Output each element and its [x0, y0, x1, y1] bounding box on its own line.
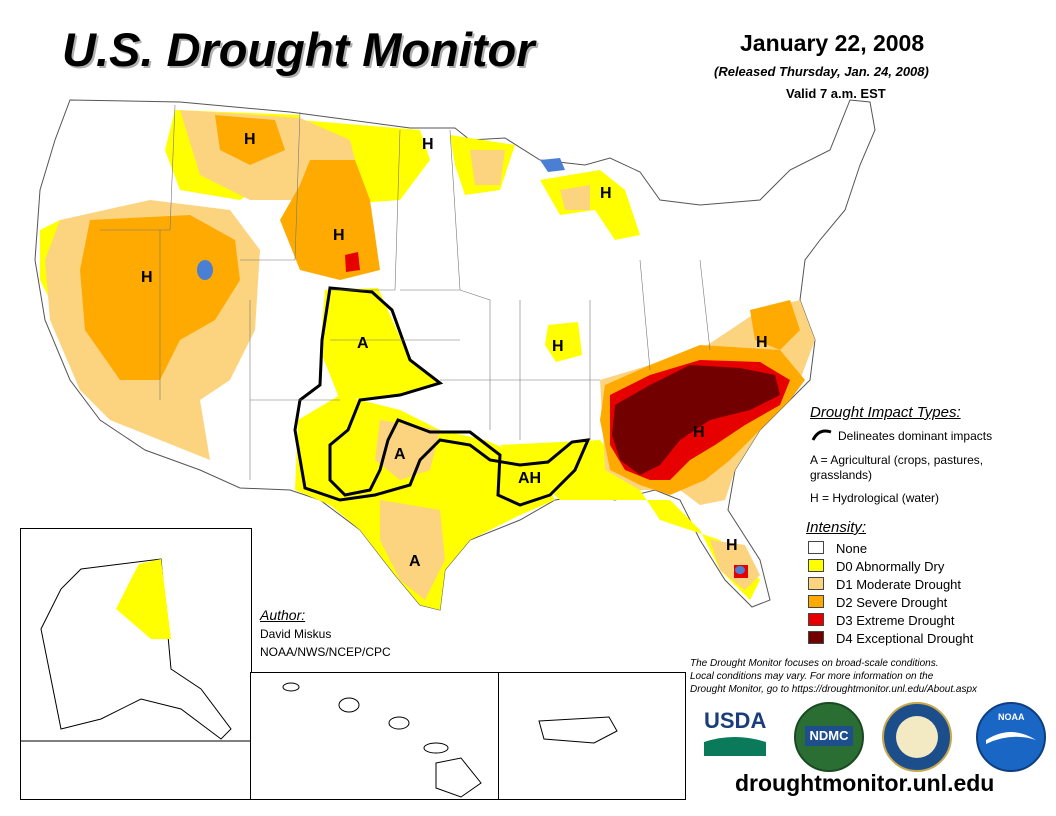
intensity-legend-title: Intensity:	[806, 519, 867, 536]
map-title: U.S. Drought Monitor	[62, 23, 535, 76]
impact-legend-title: Drought Impact Types:	[810, 404, 961, 421]
map-label-carolinas: H	[693, 424, 705, 441]
map-date: January 22, 2008	[740, 30, 925, 56]
impact-agricultural-1: A = Agricultural (crops, pastures,	[810, 453, 984, 467]
impact-agricultural-2: grasslands)	[810, 468, 873, 482]
map-label-florida: H	[726, 537, 738, 554]
author-label: Author:	[260, 607, 306, 623]
hawaii-inset	[250, 672, 500, 800]
map-label-south-texas: A	[409, 553, 421, 570]
usda-swoosh-icon	[704, 737, 766, 756]
map-label-arkansas: AH	[518, 470, 542, 487]
legend-d3: D3 Extreme Drought	[808, 613, 955, 629]
map-label-virginia: H	[756, 334, 768, 351]
map-label-illinois: H	[552, 338, 564, 355]
delineation-line-icon	[811, 429, 832, 441]
map-label-texas-panhandle: A	[394, 446, 406, 463]
puerto-rico-map	[538, 716, 618, 744]
legend-d1: D1 Moderate Drought	[808, 577, 961, 593]
puerto-rico-inset	[498, 672, 686, 800]
swatch-d1	[808, 577, 824, 590]
swatch-d2	[808, 595, 824, 608]
d4-areas	[612, 365, 780, 475]
disclaimer: The Drought Monitor focuses on broad-sca…	[690, 658, 978, 695]
map-label-michigan: H	[600, 185, 612, 202]
hawaii-map	[282, 682, 482, 798]
legend-none: None	[808, 541, 867, 557]
website-url[interactable]: droughtmonitor.unl.edu	[735, 770, 995, 796]
map-label-kansas: A	[357, 335, 369, 352]
doc-seal-icon	[882, 702, 952, 772]
impact-delineates: Delineates dominant impacts	[838, 429, 993, 443]
usda-logo: USDA	[704, 708, 766, 760]
valid-time: Valid 7 a.m. EST	[786, 86, 886, 101]
author-name: David Miskus	[260, 627, 332, 641]
release-date: (Released Thursday, Jan. 24, 2008)	[714, 64, 929, 79]
legend-d4: D4 Exceptional Drought	[808, 631, 973, 647]
swatch-d3	[808, 613, 824, 626]
swatch-none	[808, 541, 824, 554]
state-lines	[100, 104, 711, 480]
alaska-inset	[20, 528, 252, 800]
ndmc-logo: NDMC	[794, 702, 864, 772]
alaska-map	[21, 558, 251, 742]
swatch-d4	[808, 631, 824, 644]
noaa-logo: NOAA	[976, 702, 1046, 772]
noaa-bird-icon	[986, 732, 1036, 744]
map-label-nevada: H	[141, 269, 153, 286]
impact-hydrological: H = Hydrological (water)	[810, 491, 940, 505]
map-label-north-dakota: H	[422, 136, 434, 153]
map-label-wyoming: H	[333, 227, 345, 244]
swatch-d0	[808, 559, 824, 572]
author-org: NOAA/NWS/NCEP/CPC	[260, 645, 391, 659]
impact-outlines	[293, 286, 591, 507]
lakes	[197, 158, 745, 574]
map-label-montana: H	[244, 131, 256, 148]
legend-d2: D2 Severe Drought	[808, 595, 947, 611]
legend-d0: D0 Abnormally Dry	[808, 559, 944, 575]
